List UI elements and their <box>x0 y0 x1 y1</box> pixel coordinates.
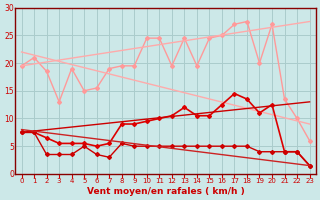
X-axis label: Vent moyen/en rafales ( km/h ): Vent moyen/en rafales ( km/h ) <box>87 187 244 196</box>
